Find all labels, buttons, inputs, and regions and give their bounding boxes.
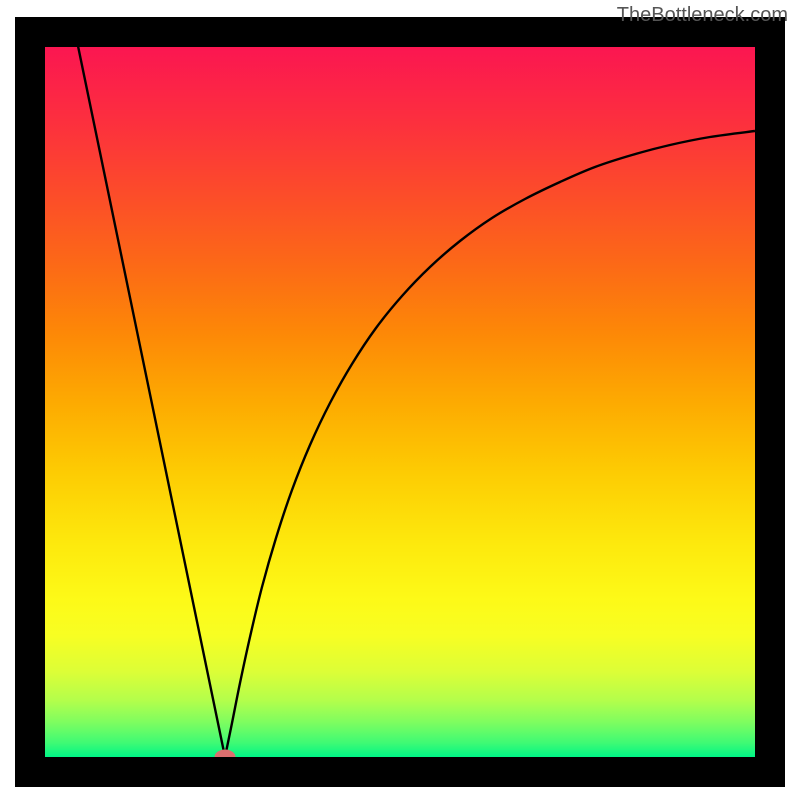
watermark-text: TheBottleneck.com — [617, 4, 788, 27]
chart-container: TheBottleneck.com — [0, 0, 800, 800]
chart-svg — [0, 0, 800, 800]
